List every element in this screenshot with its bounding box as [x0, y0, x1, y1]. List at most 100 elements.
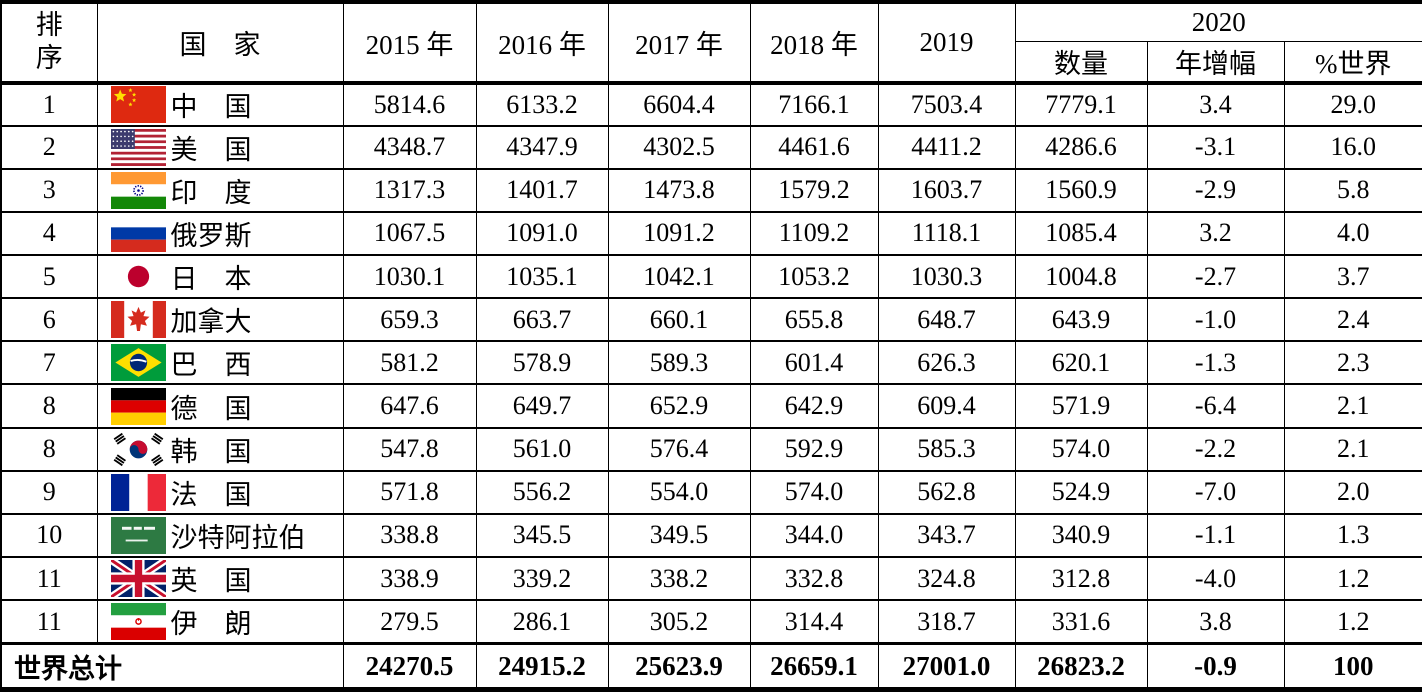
value-cell: 4286.6 [1014, 125, 1148, 170]
value-cell: 609.4 [877, 383, 1016, 429]
value-cell: 1004.8 [1014, 254, 1148, 299]
value-cell: 4411.2 [877, 125, 1016, 170]
value-cell: 3.7 [1283, 254, 1422, 299]
country-name: 美 国 [170, 134, 252, 165]
table-body: 1 中 国 5814.6 6133.2 6604.4 7166.1 7503.4 7779.1… [0, 81, 1422, 645]
header-country: 国 家 [96, 1, 344, 83]
value-cell: 1091.2 [607, 211, 751, 256]
value-cell: 576.4 [607, 427, 751, 472]
value-cell: 574.0 [749, 470, 879, 515]
value-cell: 338.8 [342, 513, 477, 558]
value-cell: 1067.5 [342, 211, 477, 256]
country-cell: 俄罗斯 [96, 211, 344, 256]
header-year-2017: 2017 年 [607, 1, 751, 83]
country-name: 沙特阿拉伯 [170, 522, 306, 553]
header-rank: 排 序 [0, 1, 98, 83]
table-row: 11 英 国 338.9 339.2 338.2 332.8 324.8 312.8 -4.0 1… [0, 556, 1422, 601]
value-cell: 1053.2 [749, 254, 879, 299]
country-name: 印 度 [170, 177, 252, 208]
value-cell: 1579.2 [749, 168, 879, 213]
value-cell: 2.3 [1283, 340, 1422, 385]
value-cell: 1091.0 [475, 211, 609, 256]
flag-russia-icon [110, 214, 166, 252]
rank-cell: 9 [0, 470, 98, 515]
value-cell: 1603.7 [877, 168, 1016, 213]
value-cell: 332.8 [749, 556, 879, 601]
value-cell: 4461.6 [749, 125, 879, 170]
country-cell: 韩 国 [96, 427, 344, 472]
value-cell: 1401.7 [475, 168, 609, 213]
value-cell: 349.5 [607, 513, 751, 558]
value-cell: -1.1 [1146, 513, 1285, 558]
value-cell: 1317.3 [342, 168, 477, 213]
flag-japan-icon [110, 258, 166, 296]
total-value-2020: 26823.2 [1014, 643, 1148, 690]
table-row: 8 德 国 647.6 649.7 652.9 642.9 609.4 571.9 -6.4 2.… [0, 383, 1422, 429]
flag-germany-icon [110, 387, 166, 425]
value-cell: 648.7 [877, 297, 1016, 342]
value-cell: 655.8 [749, 297, 879, 342]
flag-iran-icon [110, 603, 166, 641]
country-cell: 伊 朗 [96, 599, 344, 645]
value-cell: -6.4 [1146, 383, 1285, 429]
value-cell: 345.5 [475, 513, 609, 558]
value-cell: 4302.5 [607, 125, 751, 170]
header-year-2018: 2018 年 [749, 1, 879, 83]
value-cell: -4.0 [1146, 556, 1285, 601]
country-cell: 印 度 [96, 168, 344, 213]
table-row: 7 巴 西 581.2 578.9 589.3 601.4 626.3 620.1 -1.3 2.… [0, 340, 1422, 385]
value-cell: 1035.1 [475, 254, 609, 299]
value-cell: 343.7 [877, 513, 1016, 558]
value-cell: 660.1 [607, 297, 751, 342]
value-cell: 1.2 [1283, 599, 1422, 645]
table-row: 3 印 度 1317.3 1401.7 1473.8 1579.2 1603.7 1560.9… [0, 168, 1422, 213]
country-name: 法 国 [170, 479, 252, 510]
country-cell: 英 国 [96, 556, 344, 601]
flag-brazil-icon [110, 344, 166, 382]
value-cell: 2.4 [1283, 297, 1422, 342]
country-name: 日 本 [170, 264, 252, 295]
rank-cell: 11 [0, 556, 98, 601]
country-name: 巴 西 [170, 350, 252, 381]
value-cell: 1109.2 [749, 211, 879, 256]
country-cell: 法 国 [96, 470, 344, 515]
table-header: 排 序 国 家 2015 年 2016 年 2017 年 2018 年 2019… [0, 1, 1422, 83]
value-cell: 338.9 [342, 556, 477, 601]
table-row: 6 加拿大 659.3 663.7 660.1 655.8 648.7 643.9 -1.0 2.… [0, 297, 1422, 342]
value-cell: 592.9 [749, 427, 879, 472]
header-year-2019: 2019 [877, 1, 1016, 83]
value-cell: 4347.9 [475, 125, 609, 170]
header-year-2015: 2015 年 [342, 1, 477, 83]
total-value-2017: 25623.9 [607, 643, 751, 690]
flag-india-icon [110, 171, 166, 209]
total-value-2018: 26659.1 [749, 643, 879, 690]
total-row: 世界总计 24270.5 24915.2 25623.9 26659.1 270… [0, 643, 1422, 690]
value-cell: 601.4 [749, 340, 879, 385]
value-cell: 340.9 [1014, 513, 1148, 558]
value-cell: 547.8 [342, 427, 477, 472]
value-cell: 1042.1 [607, 254, 751, 299]
value-cell: 1030.1 [342, 254, 477, 299]
value-cell: 1085.4 [1014, 211, 1148, 256]
value-cell: 3.4 [1146, 81, 1285, 127]
value-cell: 571.8 [342, 470, 477, 515]
country-cell: 沙特阿拉伯 [96, 513, 344, 558]
value-cell: 556.2 [475, 470, 609, 515]
header-2020-world-share: %世界 [1283, 40, 1422, 83]
value-cell: -2.2 [1146, 427, 1285, 472]
country-cell: 加拿大 [96, 297, 344, 342]
value-cell: 589.3 [607, 340, 751, 385]
rank-cell: 2 [0, 125, 98, 170]
value-cell: -2.7 [1146, 254, 1285, 299]
value-cell: 2.1 [1283, 427, 1422, 472]
value-cell: 574.0 [1014, 427, 1148, 472]
total-value-share: 100 [1283, 643, 1422, 690]
value-cell: 286.1 [475, 599, 609, 645]
country-name: 伊 朗 [170, 609, 252, 640]
table-row: 8 韩 国 547.8 561.0 576.4 592.9 585.3 574.0 -2.2 2.… [0, 427, 1422, 472]
value-cell: 305.2 [607, 599, 751, 645]
value-cell: 7166.1 [749, 81, 879, 127]
flag-uk-icon [110, 560, 166, 598]
total-value-2015: 24270.5 [342, 643, 477, 690]
rank-cell: 1 [0, 81, 98, 127]
